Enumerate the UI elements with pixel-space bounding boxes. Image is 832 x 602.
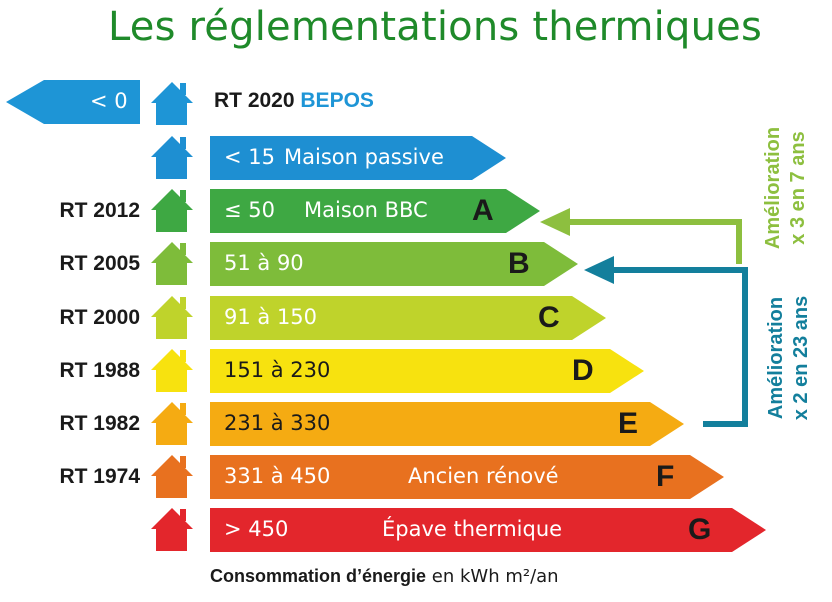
house-icon — [151, 402, 193, 445]
rt-label: RT 1982 — [59, 412, 140, 435]
energy-bar-shape — [210, 508, 766, 552]
house-icon — [151, 455, 193, 498]
energy-bar: 331 à 450 Ancien rénové F — [210, 455, 724, 499]
rt-label: RT 2012 — [59, 199, 140, 222]
energy-range: 91 à 150 — [224, 305, 318, 329]
energy-range: 331 à 450 — [224, 464, 331, 488]
energy-class-letter: F — [656, 460, 675, 493]
energy-bar: 151 à 230 D — [210, 349, 644, 393]
energy-bar-shape — [210, 402, 684, 446]
improvement-green-label: Amélioration x 3 en 7 ans — [761, 108, 811, 268]
energy-bar-shape — [210, 242, 578, 286]
house-icon — [151, 508, 193, 551]
energy-range: 51 à 90 — [224, 251, 304, 275]
house-icon — [151, 349, 193, 392]
energy-class-letter: C — [538, 301, 560, 334]
rt-label: RT 2000 — [59, 306, 140, 329]
rt-label: RT 1988 — [59, 359, 140, 382]
energy-bar: 51 à 90 B — [210, 242, 578, 286]
footer-caption: Consommation d’énergie en kWh m²/an — [210, 566, 559, 587]
energy-class-letter: A — [472, 194, 494, 227]
energy-bar-shape — [210, 136, 506, 180]
improvement-teal-line1: Amélioration — [765, 296, 787, 420]
page-title: Les réglementations thermiques — [108, 4, 762, 50]
energy-bar: > 450 Épave thermique G — [210, 508, 766, 552]
energy-range: 151 à 230 — [224, 358, 331, 382]
zero-arrow — [6, 80, 140, 124]
energy-range: 231 à 330 — [224, 411, 331, 435]
energy-bar: 231 à 330 E — [210, 402, 684, 446]
improvement-green-line2: x 3 en 7 ans — [787, 131, 809, 245]
improvement-arrowhead-green — [540, 208, 570, 236]
rt2020-tag: BEPOS — [300, 89, 374, 112]
energy-class-name: Ancien rénové — [408, 464, 559, 488]
energy-bar-shape — [210, 455, 724, 499]
improvement-connector-teal — [612, 267, 748, 427]
energy-class-letter: E — [618, 407, 639, 440]
house-icon — [151, 296, 193, 339]
footer-bold: Consommation d’énergie — [210, 566, 427, 586]
energy-class-letter: B — [508, 247, 530, 280]
energy-bar: < 15 Maison passive — [210, 136, 506, 180]
energy-range: > 450 — [224, 517, 289, 541]
energy-bar-shape — [210, 349, 644, 393]
house-icon — [151, 136, 193, 179]
rt-label: RT 1974 — [59, 465, 140, 488]
energy-bar: 91 à 150 C — [210, 296, 606, 340]
energy-class-name: Épave thermique — [382, 517, 563, 541]
energy-class-letter: D — [572, 354, 594, 387]
energy-bar: ≤ 50 Maison BBC A — [210, 189, 540, 233]
energy-class-name: Maison passive — [284, 145, 444, 169]
energy-range: ≤ 50 — [224, 198, 275, 222]
improvement-teal-label: Amélioration x 2 en 23 ans — [764, 270, 814, 446]
zero-label: < 0 — [90, 89, 128, 113]
rt2020-house-icon — [151, 82, 193, 125]
house-icon — [151, 242, 193, 285]
improvement-teal-line2: x 2 en 23 ans — [790, 295, 812, 421]
improvement-arrowhead-teal — [584, 256, 614, 284]
energy-bar-shape — [210, 189, 540, 233]
rt2020-name: RT 2020 — [214, 89, 295, 112]
house-icon — [151, 189, 193, 232]
energy-bar-shape — [210, 296, 606, 340]
improvement-green-line1: Amélioration — [762, 126, 784, 250]
energy-class-letter: G — [688, 513, 712, 546]
footer-unit: en kWh m²/an — [431, 566, 559, 587]
rt2020-label: RT 2020 BEPOS — [214, 89, 374, 113]
energy-range: < 15 — [224, 145, 275, 169]
energy-class-name: Maison BBC — [304, 198, 428, 222]
rt-label: RT 2005 — [59, 252, 140, 275]
improvement-connector-green — [570, 219, 742, 264]
